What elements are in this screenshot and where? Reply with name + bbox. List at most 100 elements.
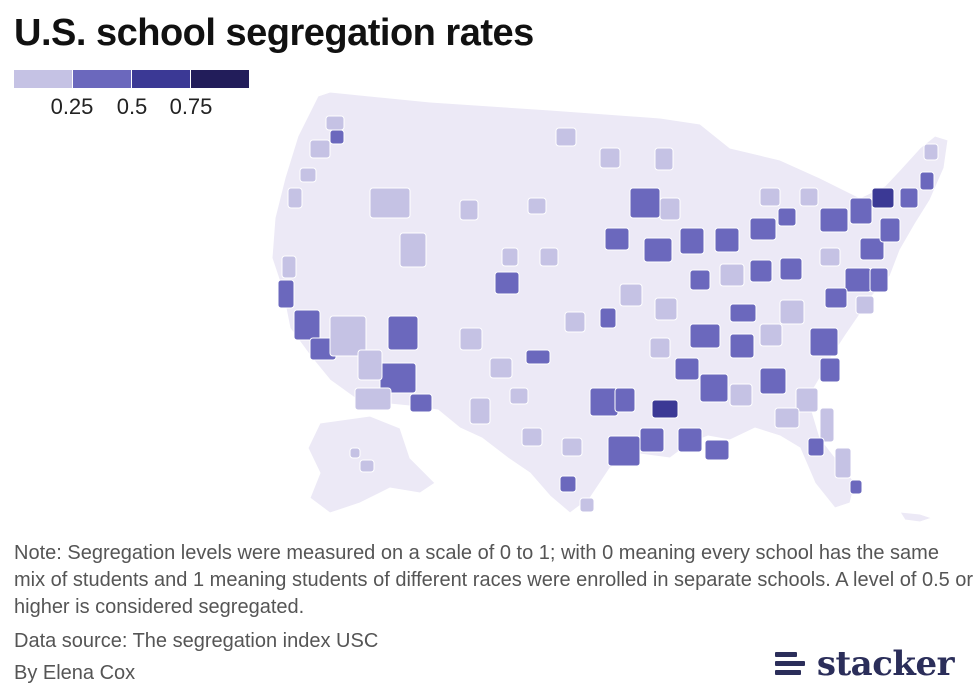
county-region-69 (674, 357, 700, 381)
county-region-85 (869, 267, 889, 293)
county-region-58 (729, 303, 757, 323)
county-region-92 (349, 447, 361, 459)
county-region-39 (579, 497, 595, 513)
footnote: Note: Segregation levels were measured o… (14, 542, 974, 618)
byline: By Elena Cox (14, 662, 136, 684)
county-region-9 (277, 279, 295, 309)
county-region-65 (795, 387, 819, 413)
county-region-41 (521, 427, 543, 447)
county-region-44 (659, 197, 681, 221)
county-region-30 (564, 311, 586, 333)
color-legend: 0.25 0.5 0.75 (14, 70, 250, 119)
county-region-35 (639, 427, 665, 453)
county-region-47 (679, 227, 705, 255)
county-region-71 (819, 407, 835, 443)
county-region-63 (809, 327, 839, 357)
hawaii-shape (899, 511, 934, 523)
county-region-31 (589, 387, 619, 417)
county-region-64 (819, 357, 841, 383)
county-region-60 (729, 333, 755, 359)
county-region-4 (299, 167, 317, 183)
county-region-79 (899, 187, 919, 209)
county-region-19 (494, 271, 520, 295)
county-region-20 (527, 197, 547, 215)
county-region-1 (325, 115, 345, 131)
county-region-61 (759, 323, 783, 347)
county-region-91 (359, 459, 375, 473)
county-region-51 (689, 269, 711, 291)
county-region-57 (654, 297, 678, 321)
county-region-54 (779, 257, 803, 281)
county-region-46 (643, 237, 673, 263)
county-region-29 (525, 349, 551, 365)
county-region-78 (871, 187, 895, 209)
county-region-56 (619, 283, 643, 307)
county-region-2 (329, 129, 345, 145)
legend-tick-025: 0.25 (50, 94, 94, 119)
county-region-83 (879, 217, 901, 243)
us-map (271, 91, 949, 523)
county-region-33 (651, 399, 679, 419)
county-region-24 (489, 357, 513, 379)
county-region-23 (459, 327, 483, 351)
county-region-10 (293, 309, 321, 341)
county-region-25 (469, 397, 491, 425)
county-region-26 (555, 127, 577, 147)
legend-swatch-1 (14, 70, 73, 88)
county-region-13 (387, 315, 419, 351)
county-region-86 (824, 287, 848, 309)
county-region-59 (689, 323, 721, 349)
county-region-67 (729, 383, 753, 407)
county-region-38 (559, 475, 577, 493)
county-region-62 (779, 299, 805, 325)
county-region-77 (849, 197, 873, 225)
county-region-90 (759, 187, 781, 207)
county-region-34 (607, 435, 641, 467)
county-region-48 (714, 227, 740, 253)
county-region-7 (399, 232, 427, 268)
data-source: Data source: The segregation index USC (14, 630, 379, 652)
county-region-12 (329, 315, 367, 357)
legend-ticks: 0.25 0.5 0.75 (14, 88, 250, 119)
stacker-wordmark: stacker (816, 644, 955, 684)
county-region-66 (759, 367, 787, 395)
legend-tick-05: 0.5 (116, 94, 148, 119)
county-region-84 (844, 267, 872, 293)
stacker-logo-icon (774, 650, 807, 678)
legend-tick-075: 0.75 (169, 94, 213, 119)
stacker-logo: stacker (774, 644, 955, 684)
county-region-89 (799, 187, 819, 207)
county-region-36 (677, 427, 703, 453)
legend-swatch-3 (132, 70, 191, 88)
county-region-21 (501, 247, 519, 267)
county-region-5 (287, 187, 303, 209)
county-region-16 (409, 393, 433, 413)
county-region-6 (369, 187, 411, 219)
county-region-87 (855, 295, 875, 315)
county-region-75 (774, 407, 800, 429)
county-region-22 (539, 247, 559, 267)
county-region-53 (749, 259, 773, 283)
county-region-88 (819, 247, 841, 267)
county-region-32 (614, 387, 636, 413)
county-region-82 (859, 237, 885, 261)
county-region-55 (599, 307, 617, 329)
county-region-45 (604, 227, 630, 251)
county-region-50 (777, 207, 797, 227)
legend-color-bar (14, 70, 250, 88)
county-region-80 (919, 171, 935, 191)
chart-title: U.S. school segregation rates (14, 12, 534, 54)
county-region-15 (357, 349, 383, 381)
county-region-49 (749, 217, 777, 241)
county-region-52 (719, 263, 745, 287)
county-region-8 (281, 255, 297, 279)
county-region-76 (819, 207, 849, 233)
legend-swatch-4 (191, 70, 250, 88)
county-region-3 (309, 139, 331, 159)
county-region-27 (599, 147, 621, 169)
county-region-81 (923, 143, 939, 161)
county-region-17 (354, 387, 392, 411)
county-region-28 (654, 147, 674, 171)
county-region-73 (849, 479, 863, 495)
county-region-68 (699, 373, 729, 403)
